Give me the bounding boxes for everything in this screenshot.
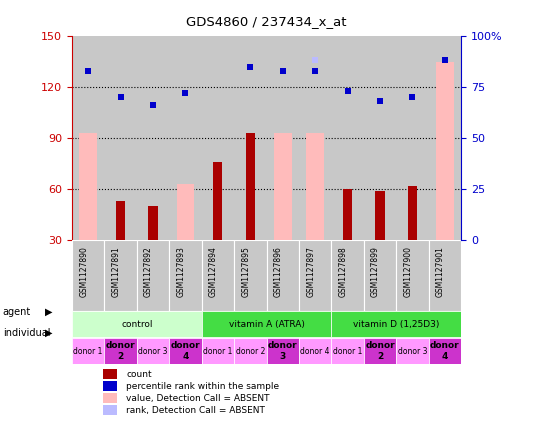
Text: agent: agent (3, 307, 31, 317)
Text: value, Detection Call = ABSENT: value, Detection Call = ABSENT (126, 394, 270, 403)
Bar (246, 133, 255, 240)
Bar (306, 133, 324, 240)
Bar (201, 36, 234, 240)
Bar (201, 311, 332, 337)
Bar (332, 338, 364, 365)
Text: GSM1127897: GSM1127897 (306, 246, 315, 297)
Bar (299, 36, 332, 240)
Bar (364, 240, 396, 311)
Text: GSM1127899: GSM1127899 (371, 246, 380, 297)
Bar (266, 240, 299, 311)
Bar (103, 405, 117, 415)
Bar (234, 240, 266, 311)
Bar (299, 338, 332, 365)
Text: GSM1127896: GSM1127896 (274, 246, 282, 297)
Text: donor 3: donor 3 (398, 346, 427, 355)
Bar (234, 338, 266, 365)
Bar (436, 61, 454, 240)
Text: donor
2: donor 2 (106, 341, 135, 361)
Text: GSM1127891: GSM1127891 (111, 246, 120, 297)
Text: rank, Detection Call = ABSENT: rank, Detection Call = ABSENT (126, 406, 265, 415)
Bar (201, 338, 234, 365)
Text: GSM1127901: GSM1127901 (436, 246, 445, 297)
Bar (201, 240, 234, 311)
Text: ▶: ▶ (45, 328, 53, 338)
Bar (396, 240, 429, 311)
Bar (72, 311, 201, 337)
Bar (408, 186, 417, 240)
Text: donor
4: donor 4 (430, 341, 459, 361)
Text: vitamin D (1,25D3): vitamin D (1,25D3) (353, 320, 439, 329)
Bar (396, 338, 429, 365)
Text: GSM1127898: GSM1127898 (338, 246, 348, 297)
Text: vitamin A (ATRA): vitamin A (ATRA) (229, 320, 304, 329)
Bar (72, 338, 104, 365)
Text: donor 3: donor 3 (138, 346, 168, 355)
Text: donor 1: donor 1 (333, 346, 362, 355)
Bar (429, 36, 461, 240)
Bar (364, 36, 396, 240)
Text: GSM1127895: GSM1127895 (241, 246, 251, 297)
Bar (343, 190, 352, 240)
Text: GSM1127890: GSM1127890 (79, 246, 88, 297)
Text: donor 1: donor 1 (203, 346, 232, 355)
Text: GSM1127893: GSM1127893 (176, 246, 185, 297)
Text: donor 2: donor 2 (236, 346, 265, 355)
Text: percentile rank within the sample: percentile rank within the sample (126, 382, 279, 391)
Bar (137, 240, 169, 311)
Text: individual: individual (3, 328, 50, 338)
Bar (72, 240, 104, 311)
Text: control: control (121, 320, 152, 329)
Bar (116, 201, 125, 240)
Bar (169, 338, 201, 365)
Bar (234, 36, 266, 240)
Bar (332, 36, 364, 240)
Text: donor
3: donor 3 (268, 341, 297, 361)
Bar (396, 36, 429, 240)
Text: count: count (126, 370, 152, 379)
Bar (375, 191, 384, 240)
Text: donor
2: donor 2 (365, 341, 395, 361)
Text: GSM1127900: GSM1127900 (403, 246, 413, 297)
Bar (266, 36, 299, 240)
Bar (176, 184, 195, 240)
Bar (299, 240, 332, 311)
Text: ▶: ▶ (45, 307, 53, 317)
Text: GDS4860 / 237434_x_at: GDS4860 / 237434_x_at (186, 15, 347, 28)
Bar (104, 240, 137, 311)
Bar (274, 133, 292, 240)
Text: donor 1: donor 1 (74, 346, 103, 355)
Text: GSM1127892: GSM1127892 (144, 246, 153, 297)
Bar (104, 338, 137, 365)
Text: donor 4: donor 4 (301, 346, 330, 355)
Bar (429, 338, 461, 365)
Bar (169, 36, 201, 240)
Bar (266, 338, 299, 365)
Bar (103, 393, 117, 403)
Bar (103, 369, 117, 379)
Text: donor
4: donor 4 (171, 341, 200, 361)
Bar (104, 36, 137, 240)
Bar (137, 338, 169, 365)
Bar (332, 240, 364, 311)
Bar (72, 36, 104, 240)
Bar (149, 206, 158, 240)
Bar (332, 311, 461, 337)
Bar (79, 133, 97, 240)
Bar (137, 36, 169, 240)
Bar (364, 338, 396, 365)
Bar (429, 240, 461, 311)
Bar (213, 162, 222, 240)
Bar (169, 240, 201, 311)
Bar (103, 381, 117, 391)
Text: GSM1127894: GSM1127894 (209, 246, 218, 297)
